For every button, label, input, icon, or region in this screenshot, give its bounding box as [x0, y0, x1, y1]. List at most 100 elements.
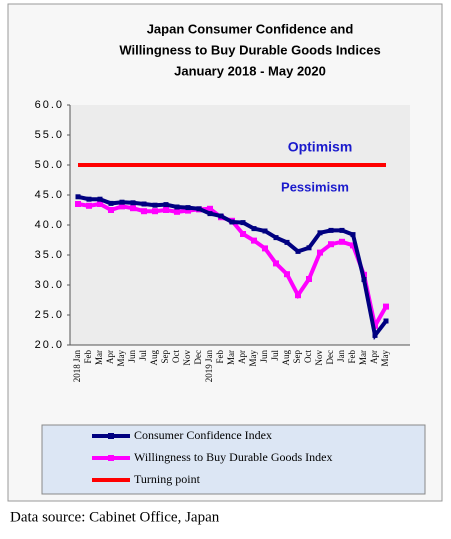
series-marker	[306, 276, 312, 282]
x-tick-label: 2019 Jan	[204, 350, 214, 383]
series-marker	[130, 200, 136, 206]
series-marker	[141, 208, 147, 215]
series-marker	[152, 208, 158, 215]
y-tick-label: 55.0	[35, 129, 64, 141]
y-tick-label: 30.0	[35, 279, 64, 291]
series-marker	[273, 260, 279, 267]
annotation: Optimism	[288, 139, 353, 155]
x-tick-label: Jun	[259, 350, 269, 363]
series-marker	[262, 228, 268, 234]
series-marker	[350, 232, 356, 238]
x-tick-label: Jun	[127, 350, 137, 363]
source-note: Data source: Cabinet Office, Japan	[10, 509, 220, 525]
series-marker	[317, 230, 323, 236]
series-marker	[174, 204, 180, 210]
series-marker	[317, 249, 323, 256]
series-marker	[130, 205, 136, 212]
x-tick-label: Jan	[336, 350, 346, 362]
series-marker	[339, 227, 345, 233]
series-marker	[207, 211, 213, 217]
series-marker	[119, 199, 125, 205]
chart-title: Willingness to Buy Durable Goods Indices	[119, 42, 380, 57]
series-marker	[97, 196, 103, 202]
y-tick-label: 20.0	[35, 339, 64, 351]
y-tick-label: 40.0	[35, 219, 64, 231]
x-tick-label: Oct	[171, 350, 181, 363]
series-marker	[185, 205, 191, 211]
y-tick-label: 45.0	[35, 189, 64, 201]
chart-title: Japan Consumer Confidence and	[147, 21, 354, 36]
x-tick-label: Apr	[369, 350, 379, 364]
series-marker	[163, 207, 169, 213]
legend-label: Willingness to Buy Durable Goods Index	[134, 450, 333, 464]
x-tick-label: Mar	[226, 350, 236, 365]
series-marker	[108, 207, 114, 213]
series-marker	[196, 206, 202, 212]
series-marker	[218, 213, 224, 219]
x-tick-label: May	[380, 350, 390, 367]
series-marker	[372, 332, 378, 338]
series-marker	[273, 235, 279, 241]
series-marker	[185, 207, 191, 214]
annotation: Pessimism	[281, 179, 349, 194]
series-marker	[174, 208, 180, 215]
series-marker	[361, 277, 367, 283]
series-marker	[108, 200, 114, 206]
series-marker	[328, 241, 334, 248]
x-tick-label: Apr	[237, 350, 247, 364]
series-marker	[284, 239, 290, 245]
series-marker	[328, 227, 334, 233]
series-marker	[383, 303, 389, 310]
x-tick-label: Mar	[94, 350, 104, 365]
x-tick-label: Jul	[138, 350, 148, 361]
legend-label: Consumer Confidence Index	[134, 428, 272, 442]
series-marker	[229, 219, 235, 225]
x-tick-label: Nov	[182, 350, 192, 366]
series-marker	[295, 292, 301, 299]
series-marker	[383, 318, 389, 324]
x-tick-label: Aug	[149, 350, 159, 366]
x-tick-label: Jul	[270, 350, 280, 361]
series-marker	[119, 203, 125, 210]
y-tick-label: 60.0	[35, 99, 64, 111]
series-marker	[251, 226, 257, 232]
x-tick-label: Feb	[347, 350, 357, 364]
series-marker	[163, 202, 169, 208]
series-marker	[207, 205, 213, 212]
x-tick-label: Aug	[281, 350, 291, 366]
series-marker	[339, 238, 345, 245]
x-tick-label: May	[116, 350, 126, 367]
series-marker	[295, 248, 301, 254]
x-tick-label: Sep	[292, 350, 302, 364]
series-marker	[97, 201, 103, 207]
plot-area	[70, 105, 410, 345]
x-tick-label: Nov	[314, 350, 324, 366]
legend-marker	[108, 433, 114, 439]
series-marker	[152, 202, 158, 208]
series-marker	[141, 201, 147, 207]
series-marker	[350, 242, 356, 249]
x-tick-label: Dec	[193, 350, 203, 365]
series-marker	[262, 245, 268, 252]
series-marker	[75, 194, 81, 200]
legend-label: Turning point	[134, 472, 201, 486]
x-tick-label: Feb	[83, 350, 93, 364]
legend-marker	[108, 455, 114, 461]
series-marker	[86, 196, 92, 202]
chart-title: January 2018 - May 2020	[174, 63, 326, 78]
x-tick-label: Sep	[160, 350, 170, 364]
y-tick-label: 35.0	[35, 249, 64, 261]
x-tick-label: Feb	[215, 350, 225, 364]
series-marker	[251, 237, 257, 244]
x-tick-label: Mar	[358, 350, 368, 365]
series-marker	[86, 202, 92, 209]
y-tick-label: 50.0	[35, 159, 64, 171]
x-tick-label: Dec	[325, 350, 335, 365]
y-tick-label: 25.0	[35, 309, 64, 321]
x-tick-label: Oct	[303, 350, 313, 363]
x-tick-label: 2018 Jan	[72, 350, 82, 383]
series-marker	[306, 245, 312, 251]
series-marker	[75, 201, 81, 207]
